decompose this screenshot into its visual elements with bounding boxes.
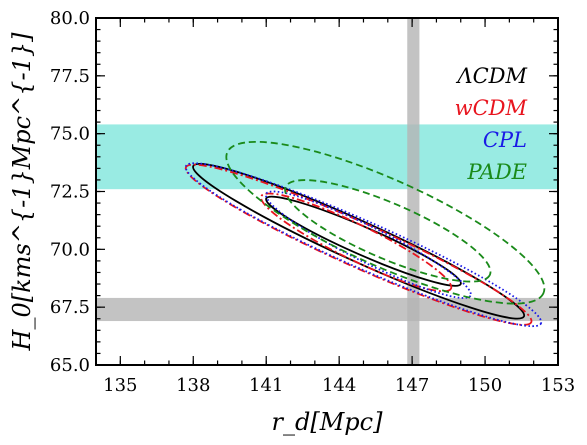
band-y-0 — [96, 124, 558, 190]
x-tick-label: 153 — [541, 375, 575, 396]
x-tick-label: 141 — [249, 375, 283, 396]
contour-pade-outer — [225, 140, 546, 305]
x-tick-label: 147 — [395, 375, 429, 396]
axis-ticks: 135 138 141 144 147 150 153 65.0 67.5 70.0 72.5 75.… — [50, 8, 575, 396]
y-tick-label: 72.5 — [50, 182, 90, 203]
contour-wcdm-outer — [184, 163, 533, 326]
y-tick-label: 77.5 — [50, 66, 90, 87]
x-tick-label: 144 — [322, 375, 356, 396]
x-tick-label: 138 — [176, 375, 210, 396]
y-tick-label: 67.5 — [50, 297, 90, 318]
contour-λcdm-inner — [265, 195, 462, 287]
legend: ΛCDM wCDM CPL PADE — [455, 64, 528, 184]
legend-entry-λcdm: ΛCDM — [455, 64, 527, 88]
x-tick-label: 135 — [103, 375, 137, 396]
y-tick-label: 75.0 — [50, 124, 90, 145]
legend-entry-pade: PADE — [466, 160, 527, 184]
y-tick-label: 80.0 — [50, 8, 90, 29]
legend-entry-wcdm: wCDM — [455, 96, 528, 120]
contour-cpl-inner — [265, 190, 472, 299]
x-axis-label: r_d[Mpc] — [272, 408, 384, 436]
contour-cpl-outer — [184, 162, 543, 328]
legend-entry-cpl: CPL — [483, 128, 527, 152]
contour-pade-inner — [284, 179, 492, 283]
y-axis-label: H_0[kms^{-1}Mpc^{-1}] — [8, 32, 36, 352]
constraint-bands — [96, 18, 558, 365]
contour-wcdm-inner — [260, 192, 453, 293]
band-x-2 — [407, 18, 420, 365]
confidence-contours — [184, 140, 546, 328]
y-tick-label: 70.0 — [50, 239, 90, 260]
y-tick-label: 65.0 — [50, 355, 90, 376]
x-tick-label: 150 — [468, 375, 502, 396]
